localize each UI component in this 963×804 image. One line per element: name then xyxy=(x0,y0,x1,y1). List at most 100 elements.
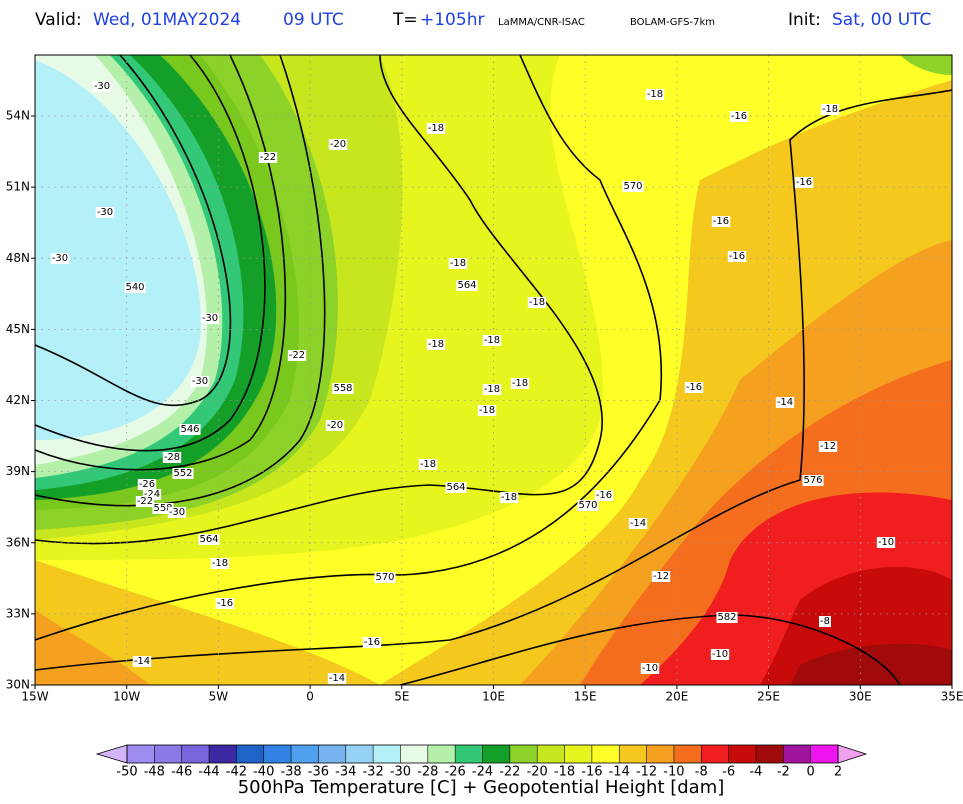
contour-label-box xyxy=(727,251,747,262)
contour-label: -18 xyxy=(529,297,545,308)
contour-label-box xyxy=(152,503,174,514)
contour-label: -16 xyxy=(364,637,380,648)
colorbar-segment xyxy=(209,745,237,763)
contour-label-box xyxy=(577,500,599,511)
contour-label-box xyxy=(820,104,840,115)
colorbar-tick-label: -46 xyxy=(171,765,192,780)
colorbar-segment xyxy=(509,745,538,763)
contour-label-box xyxy=(190,376,210,387)
contour-label: -18 xyxy=(428,123,444,134)
colorbar-tick-label: -42 xyxy=(226,765,247,780)
lon-label: 10E xyxy=(482,690,505,704)
lat-label: 39N xyxy=(6,464,30,478)
contour-label-box xyxy=(819,616,831,627)
contour-label: -18 xyxy=(450,258,466,269)
lat-label: 51N xyxy=(6,180,30,194)
contour-label-box xyxy=(711,216,731,227)
model: BOLAM-GFS-7km xyxy=(630,17,715,28)
contour-label: 564 xyxy=(199,534,218,545)
colorbar-tick-label: -14 xyxy=(609,765,630,780)
colorbar-segment xyxy=(482,745,510,763)
contour-label: -26 xyxy=(139,479,155,490)
colorbar-tick-label: -22 xyxy=(499,765,520,780)
contour-label-box xyxy=(645,89,665,100)
contour-label-box xyxy=(374,572,396,583)
colorbar-tick-label: -48 xyxy=(144,765,165,780)
colorbar-segment xyxy=(400,745,428,763)
contour-label: -18 xyxy=(428,339,444,350)
contour-label: -8 xyxy=(820,616,830,627)
contour-label-box xyxy=(729,111,749,122)
contour-label: -18 xyxy=(501,492,517,503)
contour-label: -14 xyxy=(777,397,793,408)
colorbar-segment xyxy=(127,745,155,763)
colorbar-segment xyxy=(564,745,592,763)
contour-label: -18 xyxy=(484,335,500,346)
contour-label-box xyxy=(172,468,194,479)
contour-label-box xyxy=(210,558,230,569)
lon-label: 15W xyxy=(21,690,48,704)
contour-label: -22 xyxy=(260,152,276,163)
colorbar-title: 500hPa Temperature [C] + Geopotential He… xyxy=(238,777,725,798)
colorbar-tick-label: -2 xyxy=(777,765,790,780)
colorbar: -50 -48 -46 -44 -42 -40 -38 -36 -34 -32 -30 -28 -26-… xyxy=(95,744,868,780)
colorbar-tick-label: -6 xyxy=(722,765,735,780)
lat-label: 54N xyxy=(6,109,30,123)
contour-label-box xyxy=(477,405,497,416)
contour-label: -18 xyxy=(647,89,663,100)
lat-label: 45N xyxy=(6,322,30,336)
contour-label: 552 xyxy=(173,468,192,479)
lat-label: 42N xyxy=(6,393,30,407)
valid-time: 09 UTC xyxy=(283,10,344,30)
contour-label: -14 xyxy=(134,656,150,667)
contour-label: -30 xyxy=(97,207,113,218)
contour-label-box xyxy=(162,452,182,463)
colorbar-tick-label: -16 xyxy=(581,765,602,780)
contour-label-box xyxy=(640,663,660,674)
contour-label: -20 xyxy=(330,139,346,150)
contour-label-box xyxy=(448,258,468,269)
contour-label: 570 xyxy=(578,500,597,511)
colorbar-tick-label: -20 xyxy=(527,765,548,780)
contour-label: -24 xyxy=(144,489,160,500)
contour-label: -18 xyxy=(212,558,228,569)
contour-label: 546 xyxy=(180,424,199,435)
lon-label: 25E xyxy=(757,690,780,704)
contour-label: -16 xyxy=(217,598,233,609)
contour-label: -30 xyxy=(192,376,208,387)
colorbar-segment xyxy=(810,745,838,763)
contour-label-box xyxy=(287,350,307,361)
colorbar-segment xyxy=(728,745,756,763)
colorbar-tick-label: -50 xyxy=(116,765,137,780)
map-field xyxy=(35,55,952,685)
colorbar-segment xyxy=(154,745,182,763)
contour-label-box xyxy=(167,507,187,518)
colorbar-tick-label: -4 xyxy=(749,765,762,780)
lat-label: 30N xyxy=(6,678,30,692)
colorbar-tick-label: 2 xyxy=(834,765,842,780)
contour-label: -10 xyxy=(712,649,728,660)
contour-label-box xyxy=(794,177,814,188)
colorbar-segment xyxy=(755,745,784,763)
source: LaMMA/CNR-ISAC xyxy=(498,17,585,28)
contour-label: -12 xyxy=(820,441,836,452)
contour-label-box xyxy=(876,537,896,548)
contour-label-box xyxy=(818,441,838,452)
colorbar-segment xyxy=(427,745,456,763)
contour-label: 540 xyxy=(125,282,144,293)
contour-label-box xyxy=(92,81,112,92)
contour-label: -22 xyxy=(289,350,305,361)
contour-label-box xyxy=(325,420,345,431)
contour-label: 558 xyxy=(333,383,352,394)
colorbar-segment xyxy=(619,745,647,763)
colorbar-tick-label: -24 xyxy=(472,765,493,780)
lon-label: 5W xyxy=(209,690,229,704)
colorbar-tick-label: -30 xyxy=(390,765,411,780)
contour-label-box xyxy=(456,280,478,291)
contour-label: 564 xyxy=(457,280,476,291)
contour-label-box xyxy=(482,384,502,395)
contour-label: 558 xyxy=(153,503,172,514)
contour-label-box xyxy=(327,673,347,684)
contour-label: -30 xyxy=(169,507,185,518)
